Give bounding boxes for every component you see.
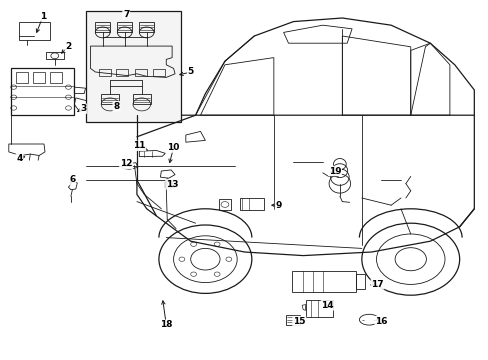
Bar (153, 69, 164, 76)
Text: 2: 2 (65, 42, 71, 51)
Bar (219, 199, 231, 210)
Text: 3: 3 (80, 104, 86, 113)
Text: 17: 17 (370, 280, 383, 289)
Text: 14: 14 (321, 301, 333, 310)
Text: 10: 10 (167, 143, 180, 152)
Text: 12: 12 (120, 159, 132, 168)
Bar (85, 11, 181, 122)
Text: 9: 9 (275, 201, 282, 210)
Bar (101, 94, 119, 104)
Text: 13: 13 (165, 180, 178, 189)
Bar (33, 72, 45, 83)
Bar (16, 72, 28, 83)
Text: 7: 7 (122, 10, 129, 19)
Bar (11, 68, 74, 115)
Bar (95, 22, 110, 32)
Text: 18: 18 (160, 320, 172, 329)
Bar (116, 69, 128, 76)
Text: 16: 16 (374, 317, 387, 325)
Bar (139, 22, 154, 32)
Bar (133, 94, 150, 104)
Text: 1: 1 (40, 12, 46, 21)
Bar (19, 22, 50, 40)
Bar (117, 22, 132, 32)
Bar (50, 72, 62, 83)
Bar (239, 198, 264, 210)
Bar (305, 300, 332, 317)
Bar (355, 274, 364, 289)
Bar (292, 271, 355, 292)
Bar (135, 69, 146, 76)
Text: 11: 11 (133, 141, 145, 150)
Text: 5: 5 (187, 68, 193, 77)
Text: 4: 4 (16, 154, 23, 163)
Text: 8: 8 (113, 102, 119, 111)
Text: 15: 15 (292, 317, 305, 325)
Bar (285, 315, 299, 325)
Bar (99, 69, 111, 76)
Text: 6: 6 (69, 175, 75, 184)
Text: 19: 19 (328, 166, 341, 175)
